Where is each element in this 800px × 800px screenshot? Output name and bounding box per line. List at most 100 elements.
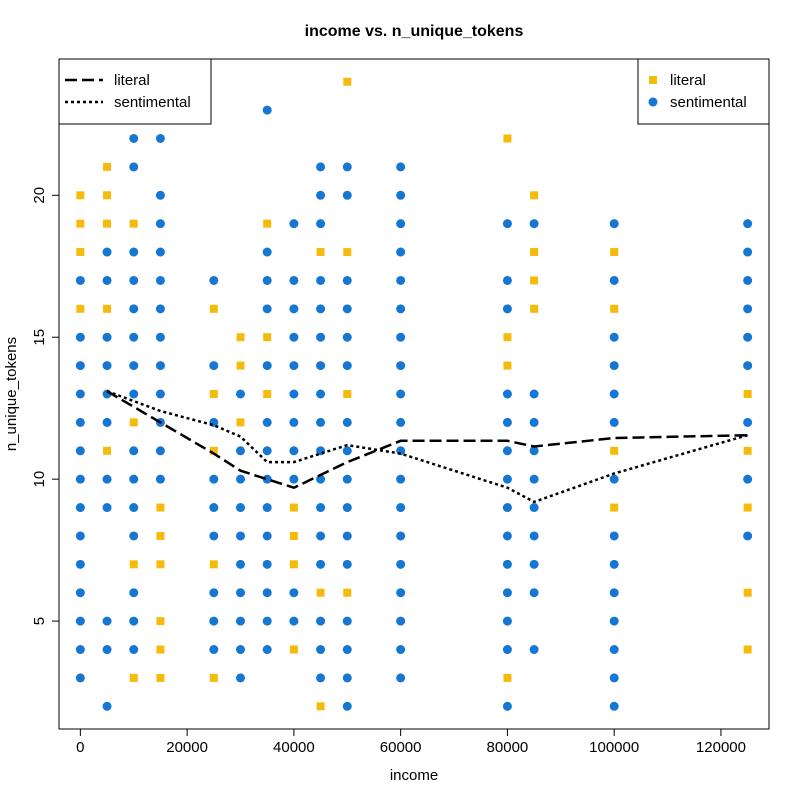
y-axis: 5 10 15 20 — [31, 187, 60, 625]
point-sentimental — [502, 446, 512, 456]
point-sentimental — [209, 616, 219, 626]
point-sentimental — [529, 588, 539, 598]
point-sentimental — [396, 389, 406, 399]
x-tick-label: 60000 — [380, 739, 422, 756]
point-sentimental — [396, 247, 406, 257]
point-literal — [503, 134, 512, 143]
point-sentimental — [342, 474, 352, 484]
point-sentimental — [609, 219, 619, 229]
point-sentimental — [529, 559, 539, 569]
point-sentimental — [342, 503, 352, 513]
point-sentimental — [129, 247, 139, 257]
trend-lines-layer — [106, 390, 748, 504]
point-literal — [209, 390, 218, 398]
point-sentimental — [529, 219, 539, 229]
point-sentimental — [396, 190, 406, 200]
point-literal — [76, 219, 85, 228]
point-sentimental — [502, 588, 512, 598]
point-sentimental — [155, 446, 165, 456]
point-literal — [129, 560, 138, 569]
point-sentimental — [396, 474, 406, 484]
point-sentimental — [102, 645, 112, 655]
point-sentimental — [316, 162, 326, 172]
point-sentimental — [289, 474, 299, 484]
point-sentimental — [102, 417, 112, 427]
y-tick-label: 15 — [31, 329, 48, 346]
x-tick-label: 0 — [76, 739, 84, 756]
point-sentimental — [743, 247, 753, 257]
point-sentimental — [129, 332, 139, 342]
point-sentimental — [502, 275, 512, 285]
point-sentimental — [129, 588, 139, 598]
x-tick-label: 120000 — [696, 739, 746, 756]
point-literal — [343, 248, 352, 257]
point-sentimental — [316, 389, 326, 399]
point-sentimental — [316, 219, 326, 229]
point-sentimental — [262, 503, 272, 513]
point-sentimental — [316, 361, 326, 371]
point-sentimental — [396, 503, 406, 513]
point-literal — [103, 219, 112, 228]
plot-frame — [58, 58, 770, 730]
point-sentimental — [129, 616, 139, 626]
point-sentimental — [75, 531, 85, 541]
point-sentimental — [316, 531, 326, 541]
point-sentimental — [743, 361, 753, 371]
point-sentimental — [609, 389, 619, 399]
point-sentimental — [155, 133, 165, 143]
point-sentimental — [236, 645, 246, 655]
point-sentimental — [155, 474, 165, 484]
point-sentimental — [262, 446, 272, 456]
point-sentimental — [396, 275, 406, 285]
point-sentimental — [316, 332, 326, 342]
point-literal — [503, 361, 512, 370]
legend-line-label-sentimental: sentimental — [114, 94, 191, 111]
point-literal — [209, 446, 218, 455]
point-sentimental — [236, 531, 246, 541]
point-sentimental — [129, 275, 139, 285]
point-literal — [156, 673, 165, 682]
point-sentimental — [75, 361, 85, 371]
point-literal — [743, 503, 752, 512]
point-sentimental — [262, 531, 272, 541]
point-literal — [103, 191, 112, 200]
point-sentimental — [209, 645, 219, 655]
x-tick-label: 100000 — [589, 739, 639, 756]
point-sentimental — [609, 673, 619, 683]
point-sentimental — [743, 304, 753, 314]
point-sentimental — [236, 389, 246, 399]
point-sentimental — [316, 275, 326, 285]
point-sentimental — [609, 531, 619, 541]
point-literal — [289, 560, 298, 569]
point-sentimental — [743, 332, 753, 342]
point-literal — [503, 333, 512, 342]
point-sentimental — [262, 559, 272, 569]
point-literal — [156, 645, 165, 654]
point-literal — [610, 503, 619, 512]
point-sentimental — [75, 417, 85, 427]
point-literal — [503, 673, 512, 682]
point-sentimental — [236, 503, 246, 513]
legend-marker-sentimental — [648, 97, 658, 107]
point-sentimental — [609, 361, 619, 371]
x-tick-label: 80000 — [487, 739, 529, 756]
point-sentimental — [609, 275, 619, 285]
trend-line-literal — [106, 390, 748, 490]
point-literal — [743, 588, 752, 597]
point-literal — [156, 503, 165, 512]
point-sentimental — [75, 275, 85, 285]
chart-title: income vs. n_unique_tokens — [305, 23, 524, 40]
point-sentimental — [289, 588, 299, 598]
point-sentimental — [102, 474, 112, 484]
point-literal — [209, 304, 218, 313]
point-sentimental — [102, 701, 112, 711]
point-sentimental — [289, 304, 299, 314]
point-literal — [263, 333, 272, 342]
point-literal — [103, 162, 112, 171]
point-sentimental — [342, 673, 352, 683]
point-literal — [76, 304, 85, 313]
point-literal — [343, 390, 352, 398]
y-tick-label: 5 — [31, 617, 48, 625]
point-sentimental — [396, 559, 406, 569]
point-literal — [156, 531, 165, 540]
